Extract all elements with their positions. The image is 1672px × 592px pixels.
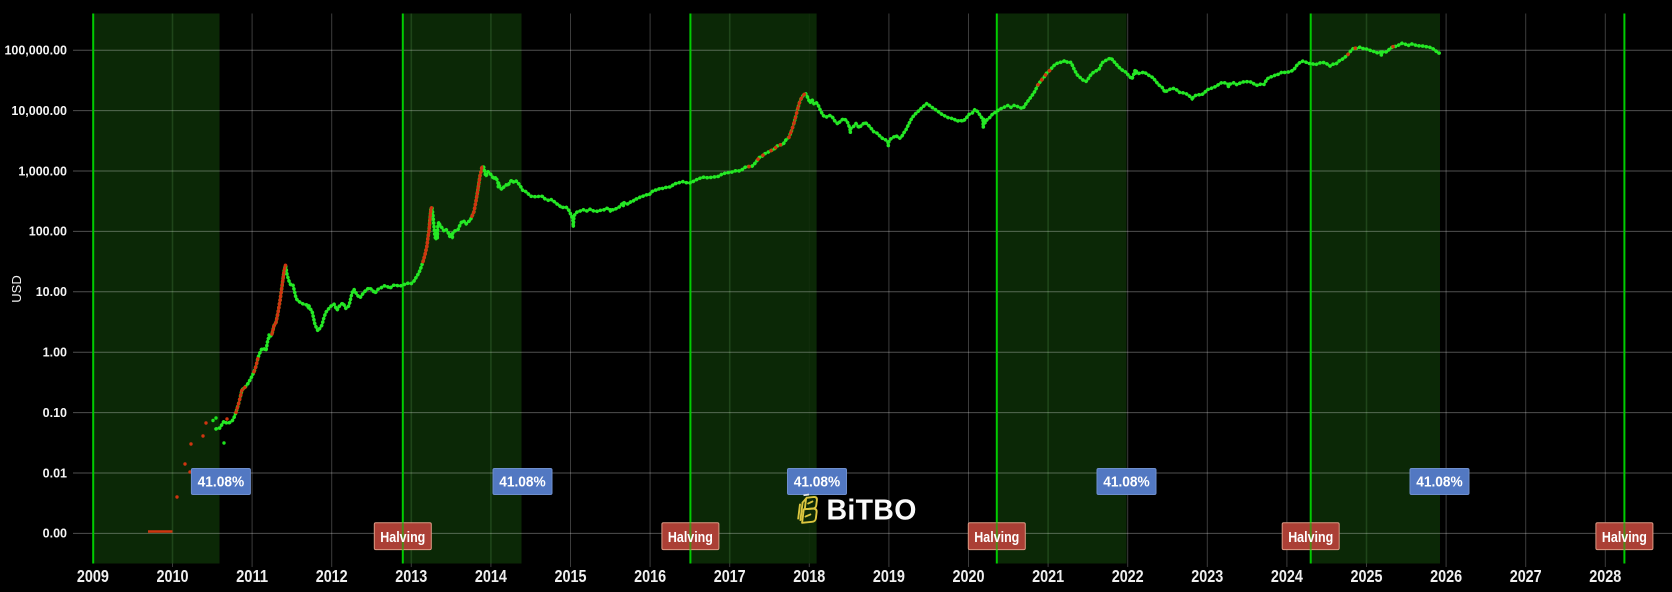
- svg-text:1,000.00: 1,000.00: [18, 164, 67, 178]
- svg-text:2026: 2026: [1430, 566, 1462, 586]
- svg-text:100,000.00: 100,000.00: [4, 44, 67, 58]
- svg-text:2028: 2028: [1589, 566, 1621, 586]
- svg-text:2024: 2024: [1271, 566, 1303, 586]
- svg-text:2022: 2022: [1112, 566, 1144, 586]
- svg-text:2025: 2025: [1351, 566, 1383, 586]
- svg-text:2011: 2011: [236, 566, 268, 586]
- svg-text:41.08%: 41.08%: [1416, 475, 1463, 491]
- svg-text:41.08%: 41.08%: [499, 475, 546, 491]
- svg-text:2012: 2012: [316, 566, 348, 586]
- svg-text:Halving: Halving: [668, 530, 713, 546]
- svg-text:0.00: 0.00: [43, 527, 67, 541]
- svg-text:41.08%: 41.08%: [794, 475, 841, 491]
- svg-text:USD: USD: [9, 275, 24, 302]
- svg-text:2017: 2017: [714, 566, 746, 586]
- svg-text:0.10: 0.10: [43, 406, 67, 420]
- svg-text:2016: 2016: [634, 566, 666, 586]
- svg-text:2010: 2010: [157, 566, 189, 586]
- svg-text:Halving: Halving: [1602, 530, 1647, 546]
- svg-text:2019: 2019: [873, 566, 905, 586]
- svg-text:2027: 2027: [1510, 566, 1542, 586]
- svg-text:0.01: 0.01: [43, 466, 67, 480]
- svg-text:2013: 2013: [395, 566, 427, 586]
- svg-text:2023: 2023: [1191, 566, 1223, 586]
- svg-text:Halving: Halving: [1288, 530, 1333, 546]
- svg-text:BiTBO: BiTBO: [827, 495, 917, 527]
- svg-text:2020: 2020: [953, 566, 985, 586]
- svg-text:Halving: Halving: [380, 530, 425, 546]
- svg-text:41.08%: 41.08%: [198, 475, 245, 491]
- svg-text:41.08%: 41.08%: [1103, 475, 1150, 491]
- svg-text:2021: 2021: [1032, 566, 1064, 586]
- svg-text:10,000.00: 10,000.00: [11, 104, 67, 118]
- svg-text:100.00: 100.00: [29, 225, 67, 239]
- svg-text:2009: 2009: [77, 566, 109, 586]
- svg-text:1.00: 1.00: [43, 346, 67, 360]
- svg-text:10.00: 10.00: [36, 285, 67, 299]
- svg-text:Halving: Halving: [974, 530, 1019, 546]
- svg-text:2015: 2015: [555, 566, 587, 586]
- svg-text:2014: 2014: [475, 566, 507, 586]
- svg-text:2018: 2018: [793, 566, 825, 586]
